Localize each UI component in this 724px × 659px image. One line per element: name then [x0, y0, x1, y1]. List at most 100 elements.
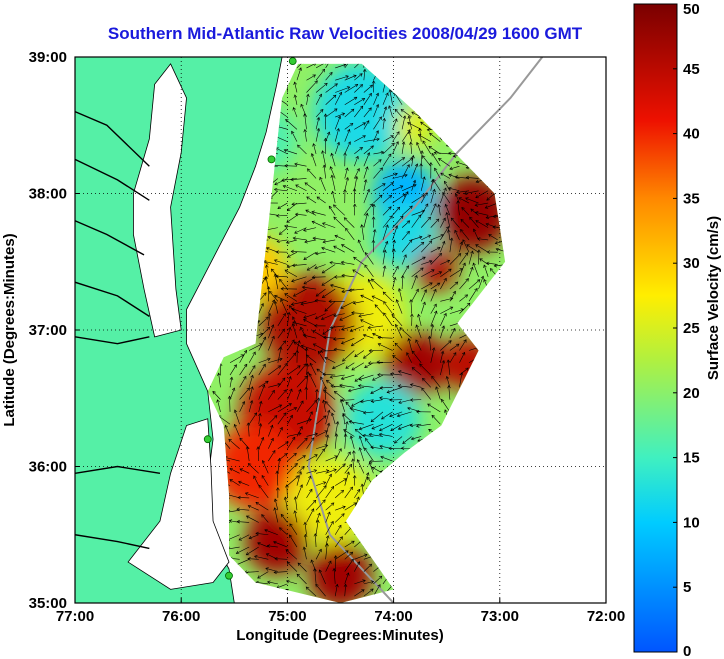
vector-arrow	[313, 343, 326, 351]
vector-arrowhead	[358, 377, 362, 381]
vector-arrowhead	[435, 386, 439, 390]
vector-arrow	[430, 234, 444, 241]
vector-arrowhead	[330, 520, 334, 525]
vector-arrow	[306, 400, 317, 413]
vector-arrowhead	[237, 495, 241, 500]
vector-arrow	[351, 362, 365, 371]
vector-arrowhead	[257, 542, 261, 546]
vector-arrowhead	[456, 190, 460, 194]
vector-arrow	[293, 107, 298, 118]
vector-arrow	[267, 313, 271, 326]
vector-arrowhead	[379, 386, 383, 390]
vector-arrowhead	[492, 214, 497, 219]
vector-arrowhead	[352, 269, 356, 273]
vector-arrow	[322, 150, 326, 167]
vector-arrow	[401, 115, 406, 130]
vector-arrow	[398, 423, 412, 430]
vector-arrow	[401, 275, 404, 290]
vector-arrowhead	[228, 519, 233, 523]
vector-arrow	[334, 463, 346, 474]
vector-arrow	[273, 541, 288, 548]
vector-arrow	[473, 228, 479, 241]
vector-arrow	[293, 237, 307, 241]
vector-arrow	[344, 464, 353, 474]
vector-arrow	[234, 409, 240, 425]
vector-arrow	[335, 113, 345, 118]
vector-arrowhead	[285, 118, 289, 123]
y-tick-label: 35:00	[29, 595, 67, 612]
vector-arrow	[411, 236, 423, 241]
vector-arrow	[258, 413, 261, 425]
vector-arrowhead	[445, 212, 449, 216]
vector-arrow	[238, 534, 250, 541]
vector-arrowhead	[342, 413, 346, 417]
vector-arrow	[290, 178, 307, 181]
x-axis-label: Longitude (Degrees:Minutes)	[236, 627, 444, 644]
vector-arrowhead	[434, 310, 438, 315]
vector-arrow	[238, 481, 250, 486]
vector-arrowhead	[449, 297, 454, 301]
vector-arrow	[287, 475, 299, 486]
vector-arrow	[357, 459, 365, 474]
vector-arrow	[315, 513, 321, 523]
vector-arrow	[363, 120, 370, 130]
vector-arrow	[291, 308, 307, 314]
vector-arrowhead	[388, 194, 393, 199]
vector-arrowhead	[318, 548, 322, 553]
vector-arrow	[292, 323, 298, 339]
vector-arrowhead	[437, 204, 441, 208]
vector-arrow	[373, 183, 386, 192]
vector-arrowhead	[308, 418, 312, 422]
vector-arrow	[322, 239, 336, 243]
vector-arrowhead	[303, 318, 307, 323]
vector-arrowhead	[368, 432, 373, 437]
vector-arrow	[328, 206, 336, 216]
vector-arrow	[315, 481, 326, 486]
vector-arrowhead	[476, 279, 481, 283]
vector-arrowhead	[417, 313, 421, 318]
vector-arrow	[430, 347, 435, 363]
vector-arrow	[335, 550, 349, 560]
vector-arrow	[420, 121, 431, 130]
vector-arrowhead	[290, 302, 295, 306]
vector-arrow	[401, 184, 417, 192]
vector-arrowhead	[303, 315, 307, 319]
vector-arrow	[374, 304, 384, 314]
vector-arrowhead	[238, 480, 242, 485]
vector-arrow	[247, 422, 250, 437]
vector-arrowhead	[355, 155, 359, 160]
vector-arrowhead	[435, 218, 440, 223]
vector-arrowhead	[428, 429, 432, 433]
vector-arrowhead	[432, 188, 436, 193]
vector-arrowhead	[267, 312, 272, 317]
vector-arrowhead	[382, 117, 386, 122]
vector-arrow	[334, 513, 345, 523]
vector-arrow	[311, 153, 317, 167]
vector-arrowhead	[282, 340, 287, 344]
vector-arrow	[442, 192, 451, 204]
x-tick-label: 74:00	[374, 608, 412, 625]
radar-station-marker	[203, 435, 212, 444]
vector-arrowhead	[465, 175, 470, 180]
vector-arrow	[485, 202, 498, 209]
vector-arrow	[304, 182, 317, 192]
vector-arrow	[430, 282, 441, 290]
vector-arrow	[325, 502, 335, 511]
vector-arrow	[407, 122, 422, 130]
vector-arrowhead	[255, 531, 259, 536]
vector-arrowhead	[349, 407, 354, 411]
vector-arrow	[352, 458, 355, 474]
vector-arrowhead	[305, 209, 309, 213]
vector-arrow	[418, 314, 422, 326]
vector-arrowhead	[371, 466, 376, 471]
vector-arrow	[315, 94, 322, 105]
vector-arrow	[287, 388, 293, 400]
vector-arrow	[335, 75, 349, 81]
vector-arrow	[468, 288, 478, 302]
vector-arrow	[280, 514, 288, 523]
vector-arrowhead	[460, 229, 464, 233]
vector-arrowhead	[299, 484, 304, 488]
vector-arrow	[421, 269, 435, 278]
vector-arrow	[440, 297, 453, 302]
vector-arrow	[257, 571, 269, 579]
